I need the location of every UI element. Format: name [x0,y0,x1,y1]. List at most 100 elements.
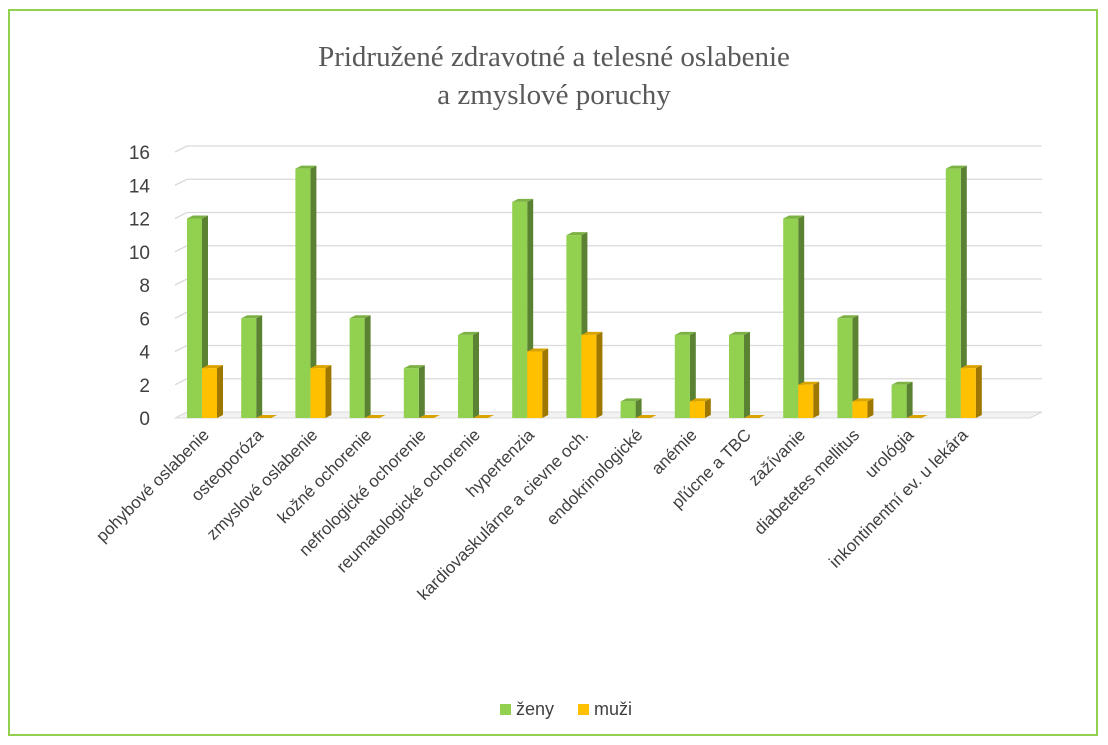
legend: ženy muži [500,699,632,719]
bar-front [403,368,419,418]
bar-front [729,334,744,418]
bar-front [295,168,311,418]
bar-top [635,415,657,418]
legend-label: ženy [516,699,554,719]
y-tick-label: 16 [129,143,150,164]
bar-top [798,381,820,385]
bar-side [310,165,317,418]
gridline-depth [174,311,188,319]
bar-top [403,365,425,369]
bar-front [798,384,814,418]
bar-zeny [403,365,425,418]
gridline-depth [174,378,188,386]
bar-zeny [729,331,750,418]
bar-top [945,165,967,169]
bar-top [891,381,913,385]
bar-muzi [906,415,928,418]
chart-title: Pridružené zdravotné a telesné oslabenie… [0,38,1108,114]
bar-front [674,334,690,418]
bar-zeny [674,331,696,418]
x-tick-label: kožné ochorenie [274,425,376,527]
gridline-depth [174,145,188,153]
bar-side [704,398,711,418]
bar-side [217,365,223,418]
bar-top [310,365,332,369]
bar-muzi [310,365,332,418]
bar-top [566,232,588,236]
bar-muzi [689,398,711,418]
bar-zeny [891,381,913,418]
bar-top [689,398,711,402]
gridline-depth [174,211,188,220]
legend-swatch [500,704,511,715]
bar-muzi [364,415,386,418]
bar-front [945,168,961,418]
bar-front [689,401,705,418]
y-tick-label: 4 [139,343,150,364]
bar-top [418,415,440,418]
bar-top [349,315,371,319]
bar-top [837,315,859,319]
bar-front [960,368,976,418]
bar-top [473,415,494,418]
bar-front [527,351,543,418]
bar-side [867,398,874,418]
bar-side [364,315,371,418]
bar-muzi [527,348,549,418]
bar-top [187,215,208,219]
y-tick-label: 2 [139,376,150,397]
x-tick-label: anémie [648,425,701,478]
bar-side [418,365,425,418]
bar-top [783,215,805,219]
bar-side [975,365,982,418]
bar-side [473,331,479,418]
bar-muzi [635,415,657,418]
bar-top [512,198,534,202]
bar-front [349,318,365,418]
bar-top [581,331,603,335]
bar-muzi [202,365,223,418]
bar-zeny [783,215,805,418]
bar-side [256,315,263,418]
bar-front [202,368,217,418]
chart-title-line-1: Pridružené zdravotné a telesné oslabenie [318,41,790,73]
bar-top [729,331,750,335]
bar-front [852,401,868,418]
bar-zeny [945,165,967,418]
bar-muzi [418,415,440,418]
y-tick-label: 10 [129,243,150,264]
bar-side [906,381,913,418]
gridline-depth [174,344,188,353]
x-tick-label: endokrinologické [543,425,647,529]
bar-top [852,398,874,402]
bar-front [187,218,202,418]
gridlines [174,145,1043,419]
y-tick-label: 14 [129,176,151,197]
bar-front [458,334,473,418]
bar-top [674,331,696,335]
bar-zeny [837,315,859,418]
bar-side [635,398,642,418]
bar-top [202,365,223,369]
bar-muzi [852,398,874,418]
bar-top [620,398,642,402]
bar-front [310,368,326,418]
bar-side [596,331,603,418]
bar-front [837,318,853,418]
bar-zeny [241,315,263,418]
y-tick-label: 6 [139,309,150,330]
bar-top [295,165,317,169]
bar-side [813,381,820,418]
bar-side [852,315,859,418]
bar-top [527,348,549,352]
bar-muzi [960,365,982,418]
y-axis: 0 2 4 6 8 10 12 14 16 [129,143,151,430]
gridline-depth [174,278,188,286]
bar-side [960,165,967,418]
bar-zeny [458,331,479,418]
x-tick-label: diabetetes mellitus [750,425,863,538]
bar-muzi [473,415,494,418]
bar-muzi [256,415,278,418]
